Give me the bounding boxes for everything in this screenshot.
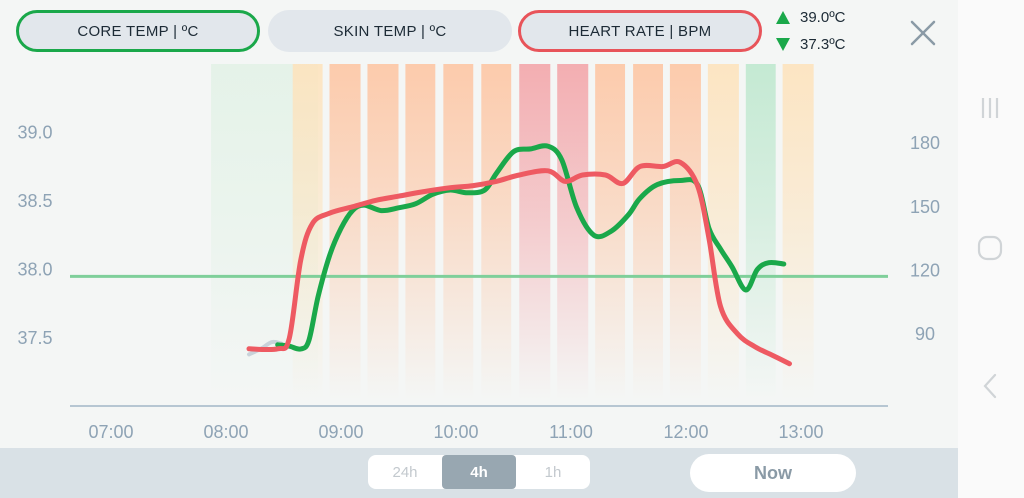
time-range-selector: 24h 4h 1h: [368, 455, 590, 489]
max-temp-summary: 39.0ºC: [776, 9, 846, 26]
y-right-tick-label: 90: [915, 324, 935, 344]
x-tick-label: 11:00: [549, 422, 593, 442]
intensity-bar: [633, 64, 663, 400]
intensity-bar: [329, 64, 361, 400]
intensity-bar: [782, 64, 814, 400]
recent-apps-icon[interactable]: [978, 96, 1002, 120]
back-icon[interactable]: [980, 372, 1000, 400]
tab-heart-rate-label: HEART RATE | BPM: [568, 22, 712, 40]
range-4h-button[interactable]: 4h: [442, 455, 516, 489]
y-right-tick-label: 180: [910, 133, 940, 153]
x-tick-label: 09:00: [318, 422, 363, 442]
y-right-tick-label: 150: [910, 197, 940, 217]
range-1h-button[interactable]: 1h: [544, 463, 562, 481]
max-temp-value: 39.0ºC: [800, 9, 846, 26]
y-right-tick-label: 120: [910, 260, 940, 280]
min-temp-summary: 37.3ºC: [776, 36, 846, 53]
tab-core-temp[interactable]: CORE TEMP | ºC: [16, 10, 260, 52]
y-left-tick-label: 38.5: [17, 191, 52, 211]
tab-core-temp-label: CORE TEMP | ºC: [77, 22, 199, 40]
tab-skin-temp-label: SKIN TEMP | ºC: [333, 22, 447, 40]
x-tick-label: 10:00: [433, 422, 478, 442]
temperature-chart: 07:00 08:00 09:00 10:00 11:00 12:00 13:00 37.5 3…: [17, 64, 940, 442]
y-left-tick-label: 38.0: [17, 260, 52, 280]
close-icon[interactable]: [906, 16, 940, 50]
x-tick-label: 13:00: [778, 422, 823, 442]
tab-skin-temp[interactable]: SKIN TEMP | ºC: [268, 10, 512, 52]
intensity-bar: [481, 64, 512, 400]
now-button[interactable]: Now: [690, 454, 856, 492]
system-nav-bar: [958, 0, 1024, 498]
intensity-bar: [367, 64, 399, 400]
intensity-bar: [405, 64, 436, 400]
intensity-bar: [443, 64, 474, 400]
heart-rate-line: [246, 159, 792, 367]
x-tick-label: 07:00: [88, 422, 133, 442]
intensity-bar: [669, 64, 701, 400]
app-screen: 07:00 08:00 09:00 10:00 11:00 12:00 13:00 37.5 3…: [0, 9, 958, 498]
x-tick-label: 12:00: [663, 422, 708, 442]
intensity-bar: [519, 64, 551, 400]
intensity-bar: [557, 64, 589, 400]
y-left-tick-label: 39.0: [17, 123, 52, 143]
up-arrow-icon: [776, 11, 790, 24]
y-left-tick-label: 37.5: [17, 328, 52, 348]
tab-heart-rate[interactable]: HEART RATE | BPM: [518, 10, 762, 52]
home-icon[interactable]: [976, 234, 1004, 262]
range-24h-button[interactable]: 24h: [392, 463, 418, 481]
min-temp-value: 37.3ºC: [800, 36, 846, 53]
down-arrow-icon: [776, 38, 790, 51]
x-tick-label: 08:00: [203, 422, 248, 442]
